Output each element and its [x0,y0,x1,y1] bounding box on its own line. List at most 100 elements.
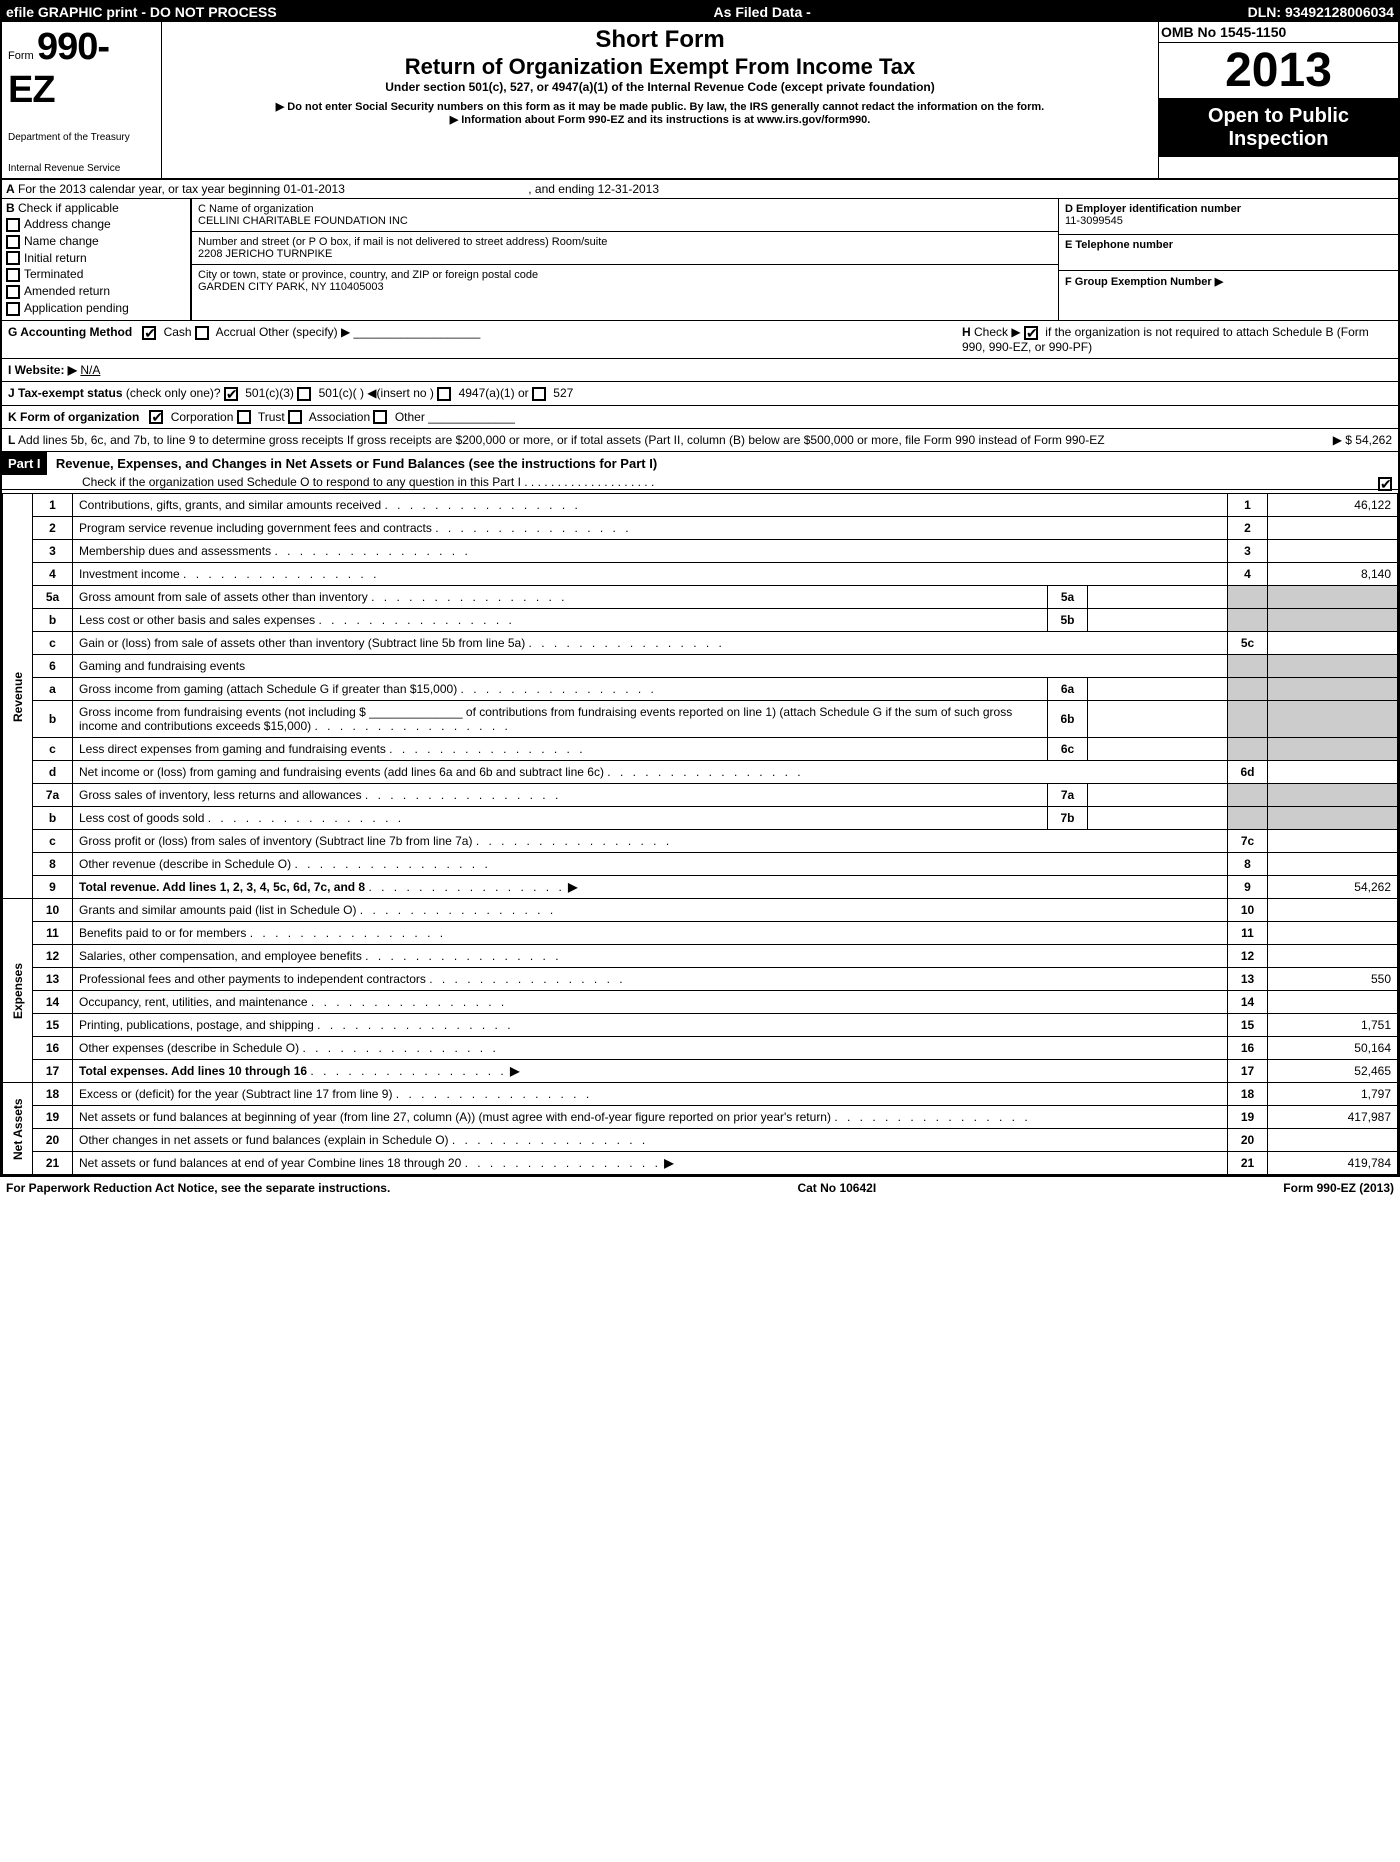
header-left: Form 990-EZ Department of the Treasury I… [2,22,162,178]
part1-header-row: Part I Revenue, Expenses, and Changes in… [2,452,1398,490]
sub-box-num: 6c [1048,738,1088,761]
checkbox-h[interactable] [1024,326,1038,340]
amount-cell [1268,853,1398,876]
table-row: 17Total expenses. Add lines 10 through 1… [3,1060,1398,1083]
table-row: cGross profit or (loss) from sales of in… [3,830,1398,853]
checkbox-amended-return[interactable] [6,285,20,299]
j-opt1: 501(c)( ) ◀(insert no ) [319,386,434,400]
i-label: I Website: ▶ [8,363,77,377]
grey-cell [1268,655,1398,678]
line-number: 14 [33,991,73,1014]
line-desc: Gross income from fundraising events (no… [73,701,1048,738]
line-desc: Other expenses (describe in Schedule O) [73,1037,1228,1060]
checkbox-527[interactable] [532,387,546,401]
grey-cell [1228,586,1268,609]
box-number: 7c [1228,830,1268,853]
amount-cell: 1,751 [1268,1014,1398,1037]
city-label: City or town, state or province, country… [198,269,1052,281]
checkbox-schedule-o[interactable] [1378,477,1392,491]
amount-cell: 419,784 [1268,1152,1398,1175]
tax-year: 2013 [1159,43,1398,99]
amount-cell [1268,899,1398,922]
accrual-label: Accrual [216,325,256,339]
table-row: 6Gaming and fundraising events [3,655,1398,678]
row-l: L Add lines 5b, 6c, and 7b, to line 9 to… [2,429,1398,452]
amount-cell [1268,945,1398,968]
note2: ▶ Information about Form 990-EZ and its … [172,113,1148,126]
open-public: Open to Public Inspection [1159,99,1398,157]
checkbox-address-change[interactable] [6,218,20,232]
row-a: A For the 2013 calendar year, or tax yea… [2,180,1398,199]
checkbox-name-change[interactable] [6,235,20,249]
table-row: Net Assets18Excess or (deficit) for the … [3,1083,1398,1106]
table-row: 20Other changes in net assets or fund ba… [3,1129,1398,1152]
grey-cell [1268,738,1398,761]
form-number: 990-EZ [8,26,109,111]
table-row: 19Net assets or fund balances at beginni… [3,1106,1398,1129]
k-opt3: Other [395,410,425,424]
checkbox-corporation[interactable] [149,410,163,424]
chk-label-3: Terminated [24,267,83,281]
row-a-label: A [6,182,15,196]
ein-box: D Employer identification number 11-3099… [1059,199,1398,235]
row-k: K Form of organization Corporation Trust… [2,406,1398,430]
amount-cell: 52,465 [1268,1060,1398,1083]
line-number: 10 [33,899,73,922]
line-desc: Grants and similar amounts paid (list in… [73,899,1228,922]
amount-cell [1268,540,1398,563]
checkbox-application-pending[interactable] [6,302,20,316]
line-number: 13 [33,968,73,991]
line-desc: Program service revenue including govern… [73,517,1228,540]
col-c: C Name of organization CELLINI CHARITABL… [192,199,1058,320]
box-number: 11 [1228,922,1268,945]
part1-title: Revenue, Expenses, and Changes in Net As… [50,452,663,475]
checkbox-trust[interactable] [237,410,251,424]
line-desc: Professional fees and other payments to … [73,968,1228,991]
h-label: H [962,325,971,339]
grey-cell [1268,807,1398,830]
checkbox-other-org[interactable] [373,410,387,424]
line-number: 9 [33,876,73,899]
checkbox-terminated[interactable] [6,268,20,282]
table-row: cGain or (loss) from sale of assets othe… [3,632,1398,655]
box-number: 16 [1228,1037,1268,1060]
checkbox-initial-return[interactable] [6,251,20,265]
line-desc: Gaming and fundraising events [73,655,1228,678]
table-row: cLess direct expenses from gaming and fu… [3,738,1398,761]
row-j: J Tax-exempt status (check only one)? 50… [2,382,1398,406]
line-number: 4 [33,563,73,586]
checkbox-501c3[interactable] [224,387,238,401]
checkbox-association[interactable] [288,410,302,424]
box-number: 15 [1228,1014,1268,1037]
sub-box-num: 5a [1048,586,1088,609]
checkbox-accrual[interactable] [195,326,209,340]
box-number: 19 [1228,1106,1268,1129]
as-filed-label: As Filed Data - [714,4,811,20]
side-label-expenses: Expenses [3,899,33,1083]
line-number: 18 [33,1083,73,1106]
j-opt2: 4947(a)(1) or [459,386,529,400]
amount-cell [1268,761,1398,784]
dept1: Department of the Treasury [8,132,155,143]
box-number: 6d [1228,761,1268,784]
row-a-right: , and ending 12-31-2013 [528,182,659,196]
checkbox-501c[interactable] [297,387,311,401]
box-number: 17 [1228,1060,1268,1083]
line-number: a [33,678,73,701]
line-h: H Check ▶ if the organization is not req… [962,325,1392,354]
j-opt3: 527 [553,386,573,400]
form-prefix: Form [8,50,34,62]
street-label: Number and street (or P O box, if mail i… [198,236,1052,248]
line-desc: Occupancy, rent, utilities, and maintena… [73,991,1228,1014]
line-number: 17 [33,1060,73,1083]
part1-subtitle: Check if the organization used Schedule … [2,475,654,489]
checkbox-4947[interactable] [437,387,451,401]
checkbox-cash[interactable] [142,326,156,340]
header-right: OMB No 1545-1150 2013 Open to Public Ins… [1158,22,1398,178]
telephone-box: E Telephone number [1059,235,1398,271]
sub-box-num: 5b [1048,609,1088,632]
amount-cell [1268,830,1398,853]
table-row: Expenses10Grants and similar amounts pai… [3,899,1398,922]
line-desc: Printing, publications, postage, and shi… [73,1014,1228,1037]
header-row: Form 990-EZ Department of the Treasury I… [2,22,1398,180]
